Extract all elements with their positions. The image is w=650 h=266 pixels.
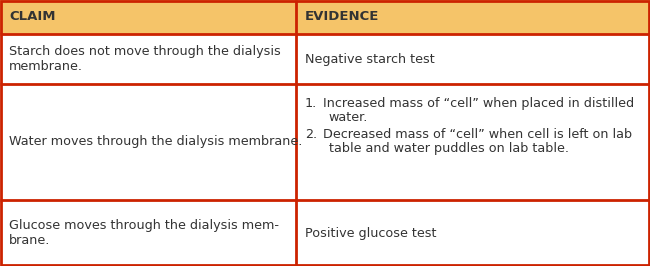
Bar (0, 200, 650, 266)
Bar (0, 0, 650, 34)
Text: Glucose moves through the dialysis mem-
brane.: Glucose moves through the dialysis mem- … (9, 219, 279, 247)
Text: Negative starch test: Negative starch test (305, 52, 434, 65)
Bar (0, 34, 650, 84)
Text: table and water puddles on lab table.: table and water puddles on lab table. (329, 142, 569, 155)
Text: Positive glucose test: Positive glucose test (305, 227, 436, 239)
Text: Starch does not move through the dialysis
membrane.: Starch does not move through the dialysi… (9, 45, 281, 73)
Text: EVIDENCE: EVIDENCE (305, 10, 379, 23)
Text: 1.: 1. (305, 97, 317, 110)
Text: Increased mass of “cell” when placed in distilled: Increased mass of “cell” when placed in … (323, 97, 634, 110)
Text: water.: water. (329, 111, 368, 124)
Text: Water moves through the dialysis membrane.: Water moves through the dialysis membran… (9, 135, 302, 148)
Text: CLAIM: CLAIM (9, 10, 55, 23)
Bar (0, 84, 650, 200)
Text: Decreased mass of “cell” when cell is left on lab: Decreased mass of “cell” when cell is le… (323, 128, 632, 141)
Text: 2.: 2. (305, 128, 317, 141)
